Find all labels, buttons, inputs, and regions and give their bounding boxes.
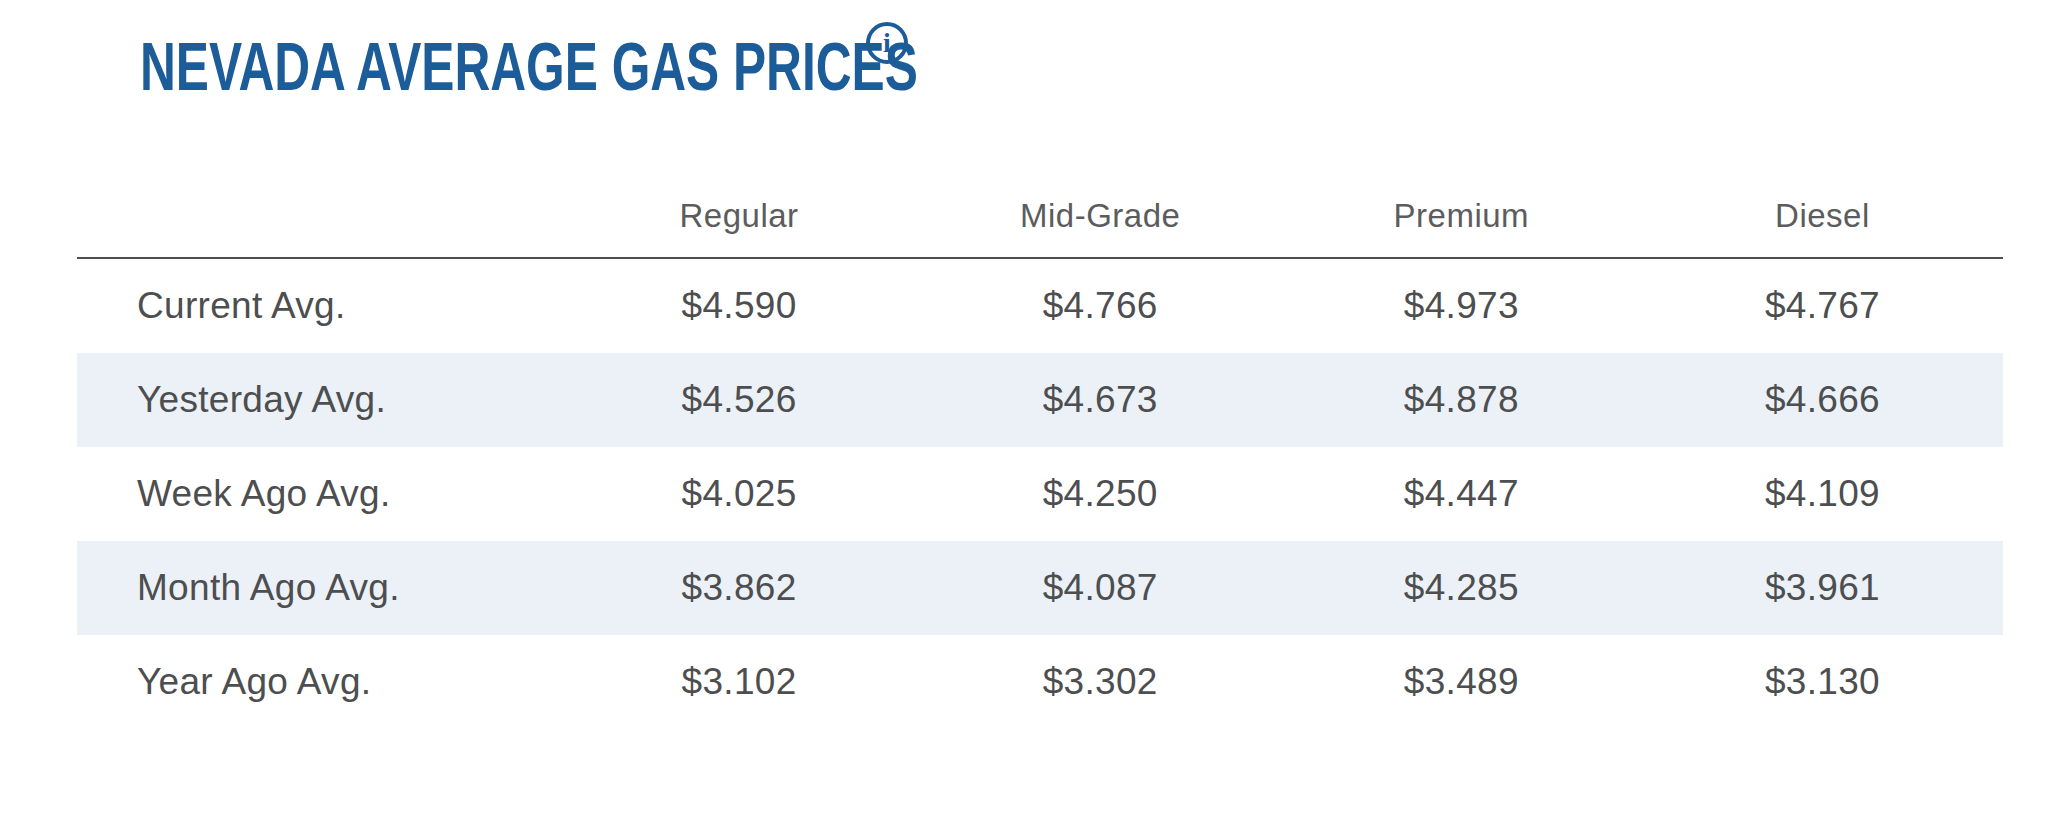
- row-label: Week Ago Avg.: [77, 473, 559, 515]
- price-cell: $4.878: [1281, 379, 1642, 421]
- column-header-regular: Regular: [559, 197, 920, 257]
- info-icon-glyph: i: [883, 29, 891, 57]
- price-cell: $4.590: [559, 285, 920, 327]
- gas-prices-table: Regular Mid-Grade Premium Diesel Current…: [77, 108, 2003, 729]
- price-cell: $3.102: [559, 661, 920, 703]
- price-cell: $4.109: [1642, 473, 2003, 515]
- price-cell: $4.447: [1281, 473, 1642, 515]
- price-cell: $3.130: [1642, 661, 2003, 703]
- column-header-diesel: Diesel: [1642, 197, 2003, 257]
- price-cell: $4.673: [920, 379, 1281, 421]
- page-title: NEVADA AVERAGE GAS PRICES: [140, 30, 918, 102]
- row-label: Month Ago Avg.: [77, 567, 559, 609]
- price-cell: $3.862: [559, 567, 920, 609]
- column-header-midgrade: Mid-Grade: [920, 197, 1281, 257]
- title-row: NEVADA AVERAGE GAS PRICES i: [140, 30, 1206, 110]
- price-cell: $4.087: [920, 567, 1281, 609]
- column-header-premium: Premium: [1281, 197, 1642, 257]
- price-cell: $3.489: [1281, 661, 1642, 703]
- table-header-row: Regular Mid-Grade Premium Diesel: [77, 108, 2003, 259]
- info-icon[interactable]: i: [866, 22, 908, 64]
- header-spacer: [77, 235, 559, 257]
- row-label: Year Ago Avg.: [77, 661, 559, 703]
- price-cell: $3.961: [1642, 567, 2003, 609]
- table-row-yesterday-avg: Yesterday Avg. $4.526 $4.673 $4.878 $4.6…: [77, 353, 2003, 447]
- price-cell: $4.767: [1642, 285, 2003, 327]
- price-cell: $4.766: [920, 285, 1281, 327]
- row-label: Yesterday Avg.: [77, 379, 559, 421]
- table-row-current-avg: Current Avg. $4.590 $4.766 $4.973 $4.767: [77, 259, 2003, 353]
- price-cell: $4.973: [1281, 285, 1642, 327]
- price-cell: $4.526: [559, 379, 920, 421]
- price-cell: $4.025: [559, 473, 920, 515]
- table-row-year-ago-avg: Year Ago Avg. $3.102 $3.302 $3.489 $3.13…: [77, 635, 2003, 729]
- table-row-week-ago-avg: Week Ago Avg. $4.025 $4.250 $4.447 $4.10…: [77, 447, 2003, 541]
- table-row-month-ago-avg: Month Ago Avg. $3.862 $4.087 $4.285 $3.9…: [77, 541, 2003, 635]
- price-cell: $4.250: [920, 473, 1281, 515]
- gas-prices-widget: NEVADA AVERAGE GAS PRICES i Regular Mid-…: [0, 0, 2048, 831]
- price-cell: $4.285: [1281, 567, 1642, 609]
- price-cell: $4.666: [1642, 379, 2003, 421]
- price-cell: $3.302: [920, 661, 1281, 703]
- row-label: Current Avg.: [77, 285, 559, 327]
